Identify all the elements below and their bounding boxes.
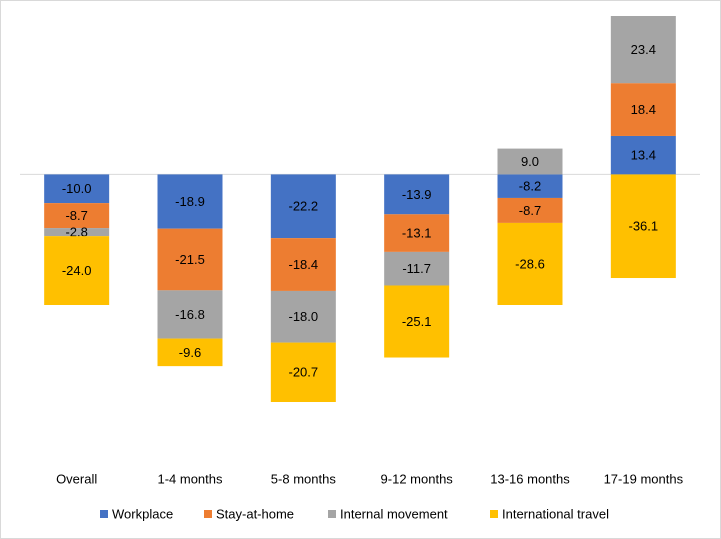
bar-segment [157,228,223,291]
data-label: -10.0 [62,181,92,196]
x-tick-label: 13-16 months [490,471,570,486]
legend-label: International travel [502,506,609,521]
data-label: -28.6 [515,256,545,271]
legend-label: Workplace [112,506,173,521]
bar-segment [610,83,676,136]
data-label: -20.7 [289,365,319,380]
bar-segment [384,174,450,215]
data-label: -8.2 [519,179,541,194]
x-tick-label: Overall [56,471,97,486]
legend-swatch [490,510,498,518]
bar-segment [610,174,676,279]
data-label: -18.9 [175,194,205,209]
data-label: -18.0 [289,309,319,324]
bar-segment [384,214,450,252]
legend-swatch [204,510,212,518]
bar-segment [497,197,563,223]
data-label: -22.2 [289,199,319,214]
data-label: -24.0 [62,263,92,278]
x-tick-label: 17-19 months [604,471,684,486]
bar-segment [270,290,336,343]
data-label: -13.1 [402,226,432,241]
legend-label: Internal movement [340,506,448,521]
bar-segment [270,174,336,239]
bar-segment [497,174,563,198]
data-label: -36.1 [629,219,659,234]
bar-segment [44,174,110,204]
data-label: -8.7 [519,203,541,218]
data-label: -25.1 [402,314,432,329]
bar-segment [157,174,223,229]
bar-segment [270,238,336,291]
data-label: -9.6 [179,345,201,360]
data-label: -21.5 [175,252,205,267]
bar-segment [157,338,223,367]
bar-segment [384,285,450,358]
data-label: 18.4 [631,102,656,117]
data-label: -16.8 [175,307,205,322]
bar-segment [270,342,336,402]
data-label: -8.7 [65,208,87,223]
legend-label: Stay-at-home [216,506,294,521]
data-label: -11.7 [402,261,431,276]
bar-segment [497,148,563,175]
x-tick-label: 5-8 months [271,471,337,486]
data-label: 13.4 [631,148,656,163]
bar-segment [44,236,110,305]
data-label: -2.8 [65,225,87,240]
x-tick-label: 1-4 months [157,471,223,486]
data-label: 23.4 [631,42,656,57]
bar-segment [157,290,223,339]
legend-swatch [100,510,108,518]
bar-segment [610,16,676,84]
data-label: 9.0 [521,154,539,169]
x-tick-label: 9-12 months [381,471,454,486]
bar-segment [384,251,450,286]
bar-segment [44,228,110,237]
legend-swatch [328,510,336,518]
bar-segment [610,135,676,175]
bar-segment [44,203,110,229]
data-label: -18.4 [289,257,319,272]
bar-segment [497,222,563,305]
data-label: -13.9 [402,187,432,202]
